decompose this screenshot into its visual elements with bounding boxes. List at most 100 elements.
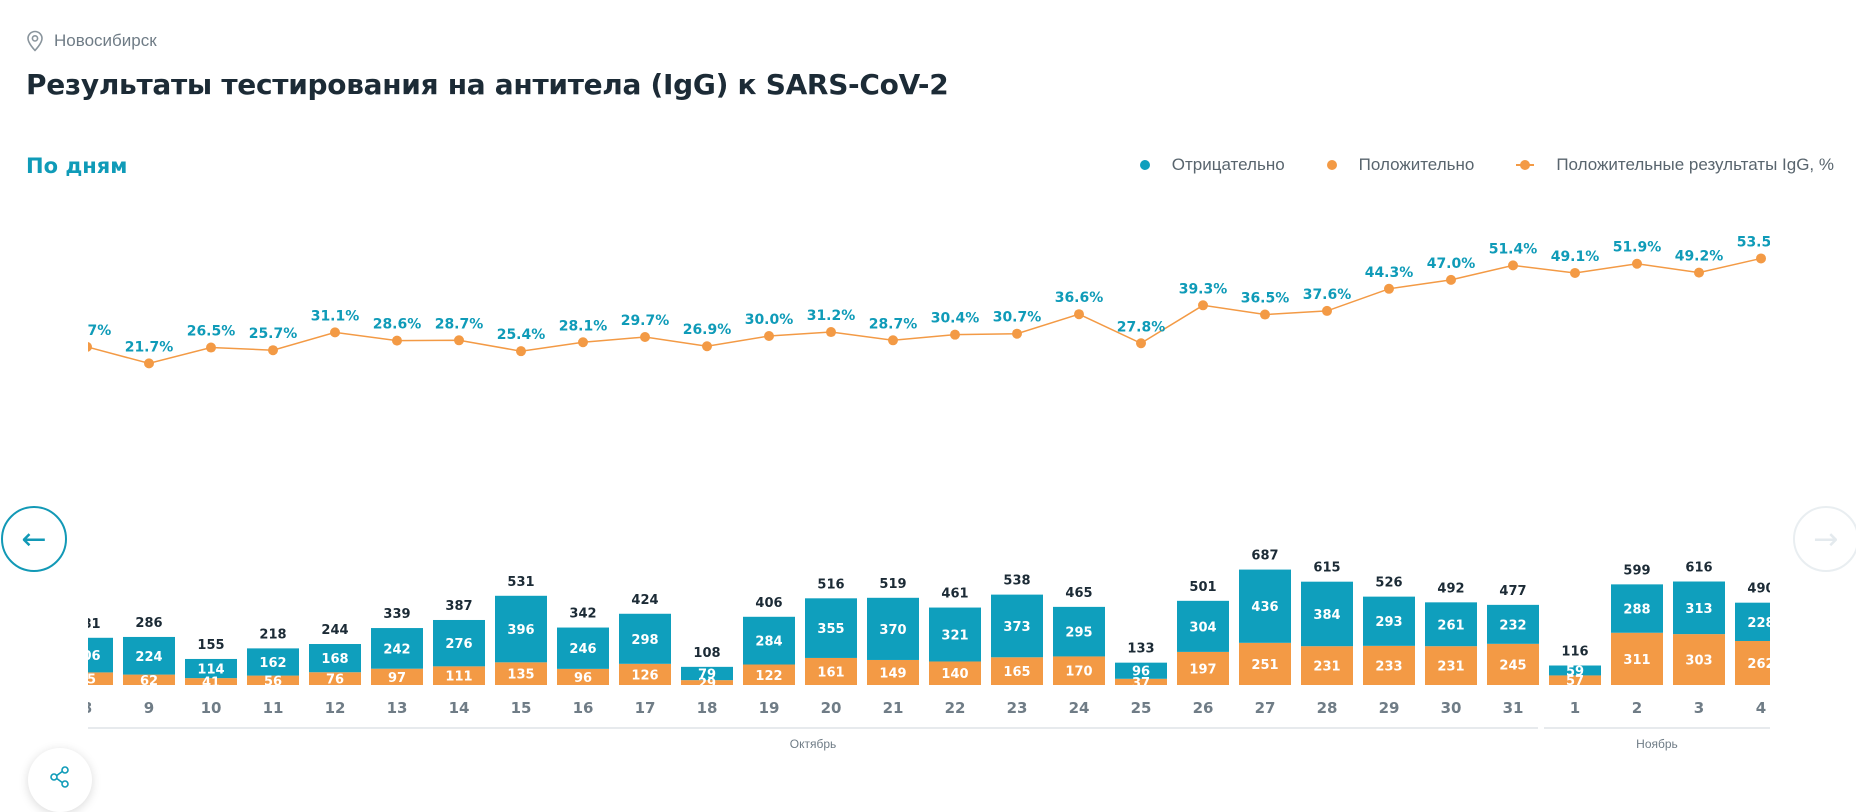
- bar-positive: [1673, 634, 1725, 685]
- bar-total-label: 406: [755, 596, 782, 611]
- bar-negative: [495, 595, 547, 663]
- bar-negative-label: 168: [321, 652, 348, 667]
- location: Новосибирск: [26, 30, 157, 52]
- bar-total-label: 526: [1375, 576, 1402, 591]
- bar-negative: [88, 637, 113, 673]
- percent-point: [764, 331, 774, 341]
- percent-point: [206, 342, 216, 353]
- bar-negative: [123, 636, 175, 675]
- bar-negative: [619, 613, 671, 664]
- bar-negative-label: 436: [1251, 600, 1278, 615]
- percent-label: 26.9%: [683, 322, 732, 338]
- bar-negative: [185, 658, 237, 679]
- percent-label: 49.1%: [1551, 249, 1600, 265]
- percent-label: 28.7%: [435, 316, 484, 332]
- bar-total-label: 286: [135, 616, 162, 631]
- bar-total-label: 339: [383, 607, 410, 622]
- bar-positive: [929, 661, 981, 685]
- bar-negative: [1549, 665, 1601, 676]
- bar-negative-label: 162: [259, 656, 286, 671]
- x-tick-label: 11: [263, 699, 284, 717]
- percent-label: 31.2%: [807, 308, 856, 324]
- bar-total-label: 477: [1499, 584, 1526, 599]
- bar-total-label: 387: [445, 599, 472, 614]
- bar-total-label: 424: [631, 593, 658, 608]
- x-tick-label: 12: [325, 699, 346, 717]
- prev-arrow-button[interactable]: ←: [1, 506, 67, 572]
- bar-negative: [1363, 596, 1415, 646]
- bar-negative-label: 261: [1437, 618, 1464, 633]
- bar-positive: [433, 666, 485, 685]
- percent-label: 51.9%: [1613, 240, 1662, 256]
- bar-negative-label: 96: [1132, 665, 1150, 680]
- bar-negative-label: 396: [507, 623, 534, 638]
- percent-point: [578, 337, 588, 348]
- x-tick-label: 27: [1255, 699, 1276, 717]
- percent-label: 27.8%: [1117, 319, 1166, 335]
- bar-positive-label: 122: [755, 669, 782, 684]
- map-pin-icon: [27, 30, 43, 52]
- bar-negative: [929, 607, 981, 662]
- bar-positive: [1363, 645, 1415, 685]
- percent-point: [1570, 267, 1580, 278]
- percent-point: [1446, 274, 1456, 285]
- next-arrow-button[interactable]: →: [1793, 506, 1856, 572]
- bar-total-label: 155: [197, 638, 224, 653]
- bar-negative: [681, 666, 733, 681]
- percent-label: 26.7%: [63, 323, 112, 339]
- bar-total-label: 244: [321, 623, 348, 638]
- percent-label: 28.7%: [869, 316, 918, 332]
- plot-area: 7520628186222428694111415510561622181176…: [63, 234, 1774, 751]
- bar-negative-label: 224: [135, 650, 162, 665]
- legend-positive-marker: [1326, 160, 1337, 170]
- share-button[interactable]: [28, 748, 92, 812]
- bar-positive: [1301, 646, 1353, 685]
- percent-label: 30.7%: [993, 310, 1042, 326]
- x-tick-label: 25: [1131, 699, 1152, 717]
- month-label: Октябрь: [790, 737, 837, 751]
- bar-negative: [309, 644, 361, 673]
- bar-negative: [247, 648, 299, 676]
- percent-label: 39.3%: [1179, 281, 1228, 297]
- bar-positive-label: 165: [1003, 665, 1030, 680]
- bar-negative-label: 232: [1499, 618, 1526, 633]
- bar-negative-label: 304: [1189, 620, 1216, 635]
- bar-negative-label: 228: [1747, 616, 1774, 631]
- bar-positive-label: 57: [1566, 674, 1584, 689]
- bar-positive: [1177, 651, 1229, 685]
- percent-label: 37.6%: [1303, 287, 1352, 303]
- bar-total-label: 538: [1003, 574, 1030, 589]
- section-title: По дням: [26, 154, 128, 178]
- x-tick-label: 4: [1756, 699, 1766, 717]
- bar-negative: [557, 627, 609, 669]
- bar-total-label: 519: [879, 577, 906, 592]
- bar-positive: [1239, 642, 1291, 685]
- percent-label: 28.1%: [559, 318, 608, 334]
- x-tick-label: 17: [635, 699, 656, 717]
- arrow-left-icon: ←: [21, 521, 47, 557]
- chart: 7520628186222428694111415510561622181176…: [63, 234, 1774, 751]
- x-tick-label: 9: [144, 699, 154, 717]
- bar-negative: [991, 594, 1043, 658]
- bar-negative-label: 206: [73, 649, 100, 664]
- x-tick-label: 13: [387, 699, 408, 717]
- legend-item-negative[interactable]: Отрицательно: [1139, 155, 1285, 175]
- legend-item-percent[interactable]: Положительные результаты IgG, %: [1516, 155, 1834, 175]
- bar-positive-label: 311: [1623, 653, 1650, 668]
- bar-positive-label: 96: [574, 671, 592, 686]
- bar-positive-label: 197: [1189, 662, 1216, 677]
- percent-point: [826, 327, 836, 338]
- bar-positive-label: 62: [140, 674, 158, 689]
- legend-item-positive[interactable]: Положительно: [1326, 155, 1475, 175]
- percent-point: [268, 345, 278, 356]
- bar-positive: [1487, 643, 1539, 685]
- x-tick-label: 21: [883, 699, 904, 717]
- percent-point: [392, 335, 402, 346]
- bar-positive-label: 245: [1499, 658, 1526, 673]
- x-tick-label: 31: [1503, 699, 1524, 717]
- percent-point: [640, 331, 650, 342]
- legend-positive-label: Положительно: [1358, 155, 1475, 174]
- bar-negative-label: 79: [698, 667, 716, 682]
- bar-negative: [1487, 604, 1539, 644]
- bar-total-label: 616: [1685, 561, 1712, 576]
